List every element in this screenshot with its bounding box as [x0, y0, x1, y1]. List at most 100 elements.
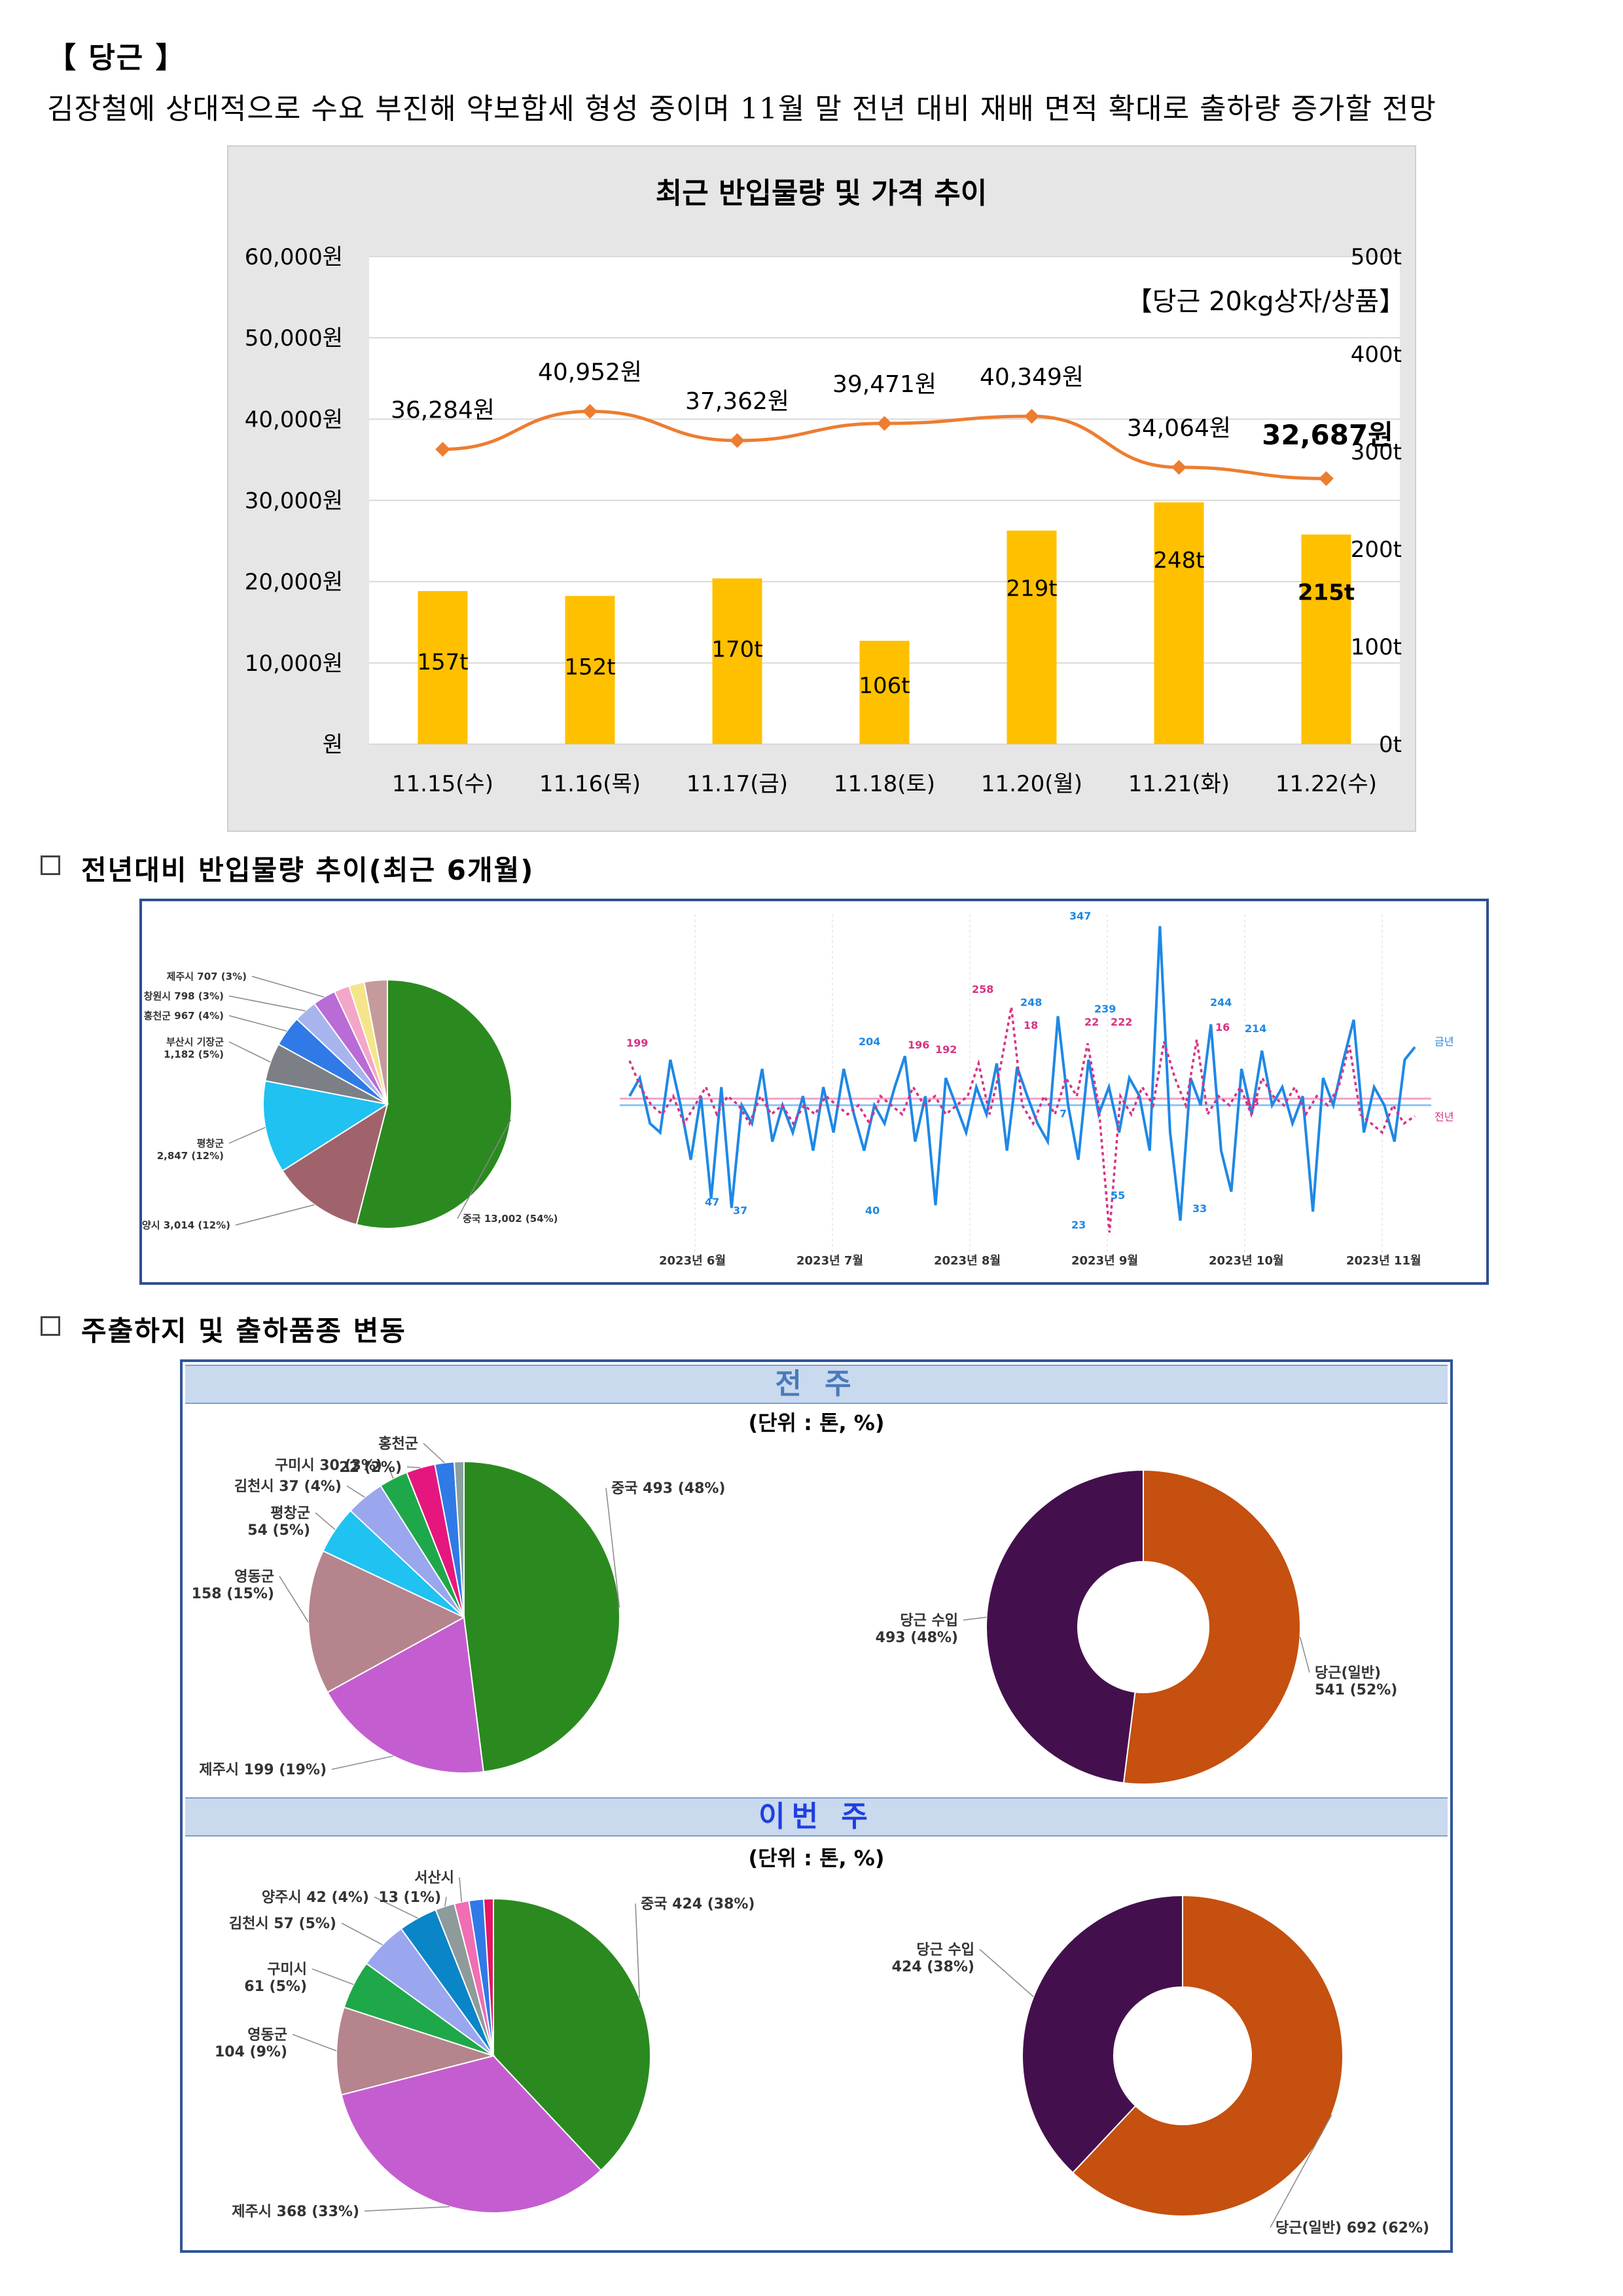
slice-label: 중국 13,002 (54%)	[463, 1213, 558, 1225]
x-tick: 2023년 6월	[659, 1254, 726, 1268]
pie-slice	[1122, 1469, 1301, 1785]
slice-label: 1,182 (5%)	[164, 1049, 224, 1060]
pie-slice	[281, 1102, 389, 1226]
x-tick: 11.17(금)	[687, 771, 788, 797]
volume-label: 215t	[1298, 580, 1355, 606]
pie-slice	[340, 2054, 602, 2214]
leader-line	[457, 1119, 512, 1219]
volume-label: 106t	[859, 673, 910, 699]
data-label: 13	[1245, 1096, 1259, 1108]
price-point	[1024, 408, 1039, 424]
left-axis-tick: 20,000원	[245, 569, 343, 596]
data-label: 347	[1069, 910, 1091, 922]
pie-slice	[336, 2006, 496, 2096]
pie-slice	[986, 1469, 1144, 1784]
leader-line	[1299, 1636, 1310, 1673]
leader-line	[963, 1617, 987, 1621]
data-label: 258	[972, 983, 993, 996]
x-tick: 11.16(목)	[539, 771, 641, 797]
checkbox-section3[interactable]	[41, 1316, 60, 1336]
right-axis-tick: 100t	[1351, 634, 1402, 660]
volume-trend-panel: 중국 13,002 (54%) 밀양시 3,014 (12%) 평창군 2,847 (…	[139, 899, 1489, 1285]
volume-label: 219t	[1006, 576, 1057, 602]
this-week-header: 이번 주	[185, 1797, 1448, 1837]
yoy-line-chart: 2023년 6월 2023년 7월 2023년 8월 2023년 9월 2023년 10…	[620, 910, 1454, 1268]
price-label: 40,349원	[980, 364, 1084, 391]
slice-label: 양주시 42 (4%)	[262, 1890, 369, 1906]
volume-bar	[1007, 530, 1057, 744]
x-tick: 11.22(수)	[1275, 771, 1377, 797]
series-line-previous	[628, 1007, 1416, 1233]
price-label: 36,284원	[391, 397, 495, 423]
slice-label: 중국 493 (48%)	[611, 1480, 726, 1497]
data-label: 222	[1111, 1016, 1132, 1028]
price-volume-chart: 최근 반입물량 및 가격 추이 원 10,000원 20,000원 30,000원 40,…	[227, 145, 1416, 832]
pie-slice	[308, 1550, 466, 1694]
leader-line	[605, 1488, 620, 1608]
data-label: 204	[859, 1035, 880, 1048]
volume-bar	[712, 578, 762, 744]
leader-line	[228, 1015, 287, 1032]
data-label: 55	[1111, 1189, 1125, 1202]
leader-line	[346, 1485, 365, 1498]
right-axis-tick: 0t	[1379, 732, 1402, 758]
price-label: 40,952원	[538, 359, 642, 386]
data-label: 18	[1024, 1019, 1038, 1031]
x-tick: 2023년 9월	[1071, 1254, 1138, 1268]
slice-label: 중국 424 (38%)	[641, 1896, 755, 1912]
last-week-header: 전 주	[185, 1365, 1448, 1404]
x-tick: 11.21(화)	[1128, 771, 1230, 797]
pie-slice	[327, 1616, 484, 1774]
slice-label: 홍천군	[378, 1436, 418, 1452]
data-label: 16	[1215, 1021, 1230, 1033]
slice-label: 61 (5%)	[244, 1979, 307, 1995]
legend-current: 금년	[1435, 1035, 1454, 1048]
right-axis-tick: 300t	[1351, 439, 1402, 465]
slice-label: 104 (9%)	[215, 2044, 287, 2060]
volume-bar	[418, 591, 468, 744]
volume-bar	[1301, 534, 1351, 744]
leader-line	[251, 976, 325, 998]
data-label: 248	[1020, 996, 1042, 1009]
slice-label: 424 (38%)	[892, 1959, 974, 1975]
leader-line	[312, 1968, 354, 1985]
chart-title: 최근 반입물량 및 가격 추이	[656, 177, 988, 210]
slice-label: 당근 수입	[900, 1613, 958, 1629]
data-label: 239	[1094, 1003, 1116, 1015]
slice-label: 영동군	[247, 2027, 287, 2043]
price-point	[582, 404, 597, 419]
pie-slice	[363, 978, 388, 1105]
heading-section2: 전년대비 반입물량 추이(최근 6개월)	[81, 854, 535, 886]
this-week-unit: (단위 : 톤, %)	[748, 1846, 885, 1871]
data-label: 214	[1245, 1022, 1266, 1035]
slice-label: 영동군	[234, 1569, 274, 1585]
leader-line	[444, 1897, 447, 1907]
price-point	[435, 442, 450, 457]
slice-label: 당근(일반) 692 (62%)	[1275, 2220, 1429, 2236]
slice-label: 제주시 368 (33%)	[232, 2204, 359, 2220]
pie-slice	[493, 1897, 651, 2172]
data-label: 199	[626, 1037, 648, 1049]
volume-label: 170t	[711, 637, 762, 663]
price-point	[1319, 471, 1334, 486]
data-label: 40	[865, 1204, 880, 1217]
slice-label: 54 (5%)	[247, 1522, 310, 1539]
leader-line	[423, 1443, 445, 1463]
price-label: 37,362원	[685, 388, 789, 415]
slice-label: 김천시 37 (4%)	[234, 1479, 342, 1495]
legend-previous: 전년	[1435, 1111, 1454, 1123]
left-axis-tick: 40,000원	[245, 406, 343, 433]
price-label: 32,687원	[1262, 419, 1393, 451]
leader-line	[364, 2206, 450, 2212]
checkbox-section2[interactable]	[41, 855, 60, 875]
slice-label: 제주시 707 (3%)	[167, 971, 247, 982]
slice-label: 당근(일반)	[1315, 1665, 1381, 1681]
right-axis-tick: 400t	[1351, 342, 1402, 368]
data-label: 37	[733, 1204, 747, 1217]
slice-label: 평창군	[197, 1138, 224, 1149]
right-axis-tick: 500t	[1351, 244, 1402, 270]
x-tick: 11.18(토)	[834, 771, 935, 797]
